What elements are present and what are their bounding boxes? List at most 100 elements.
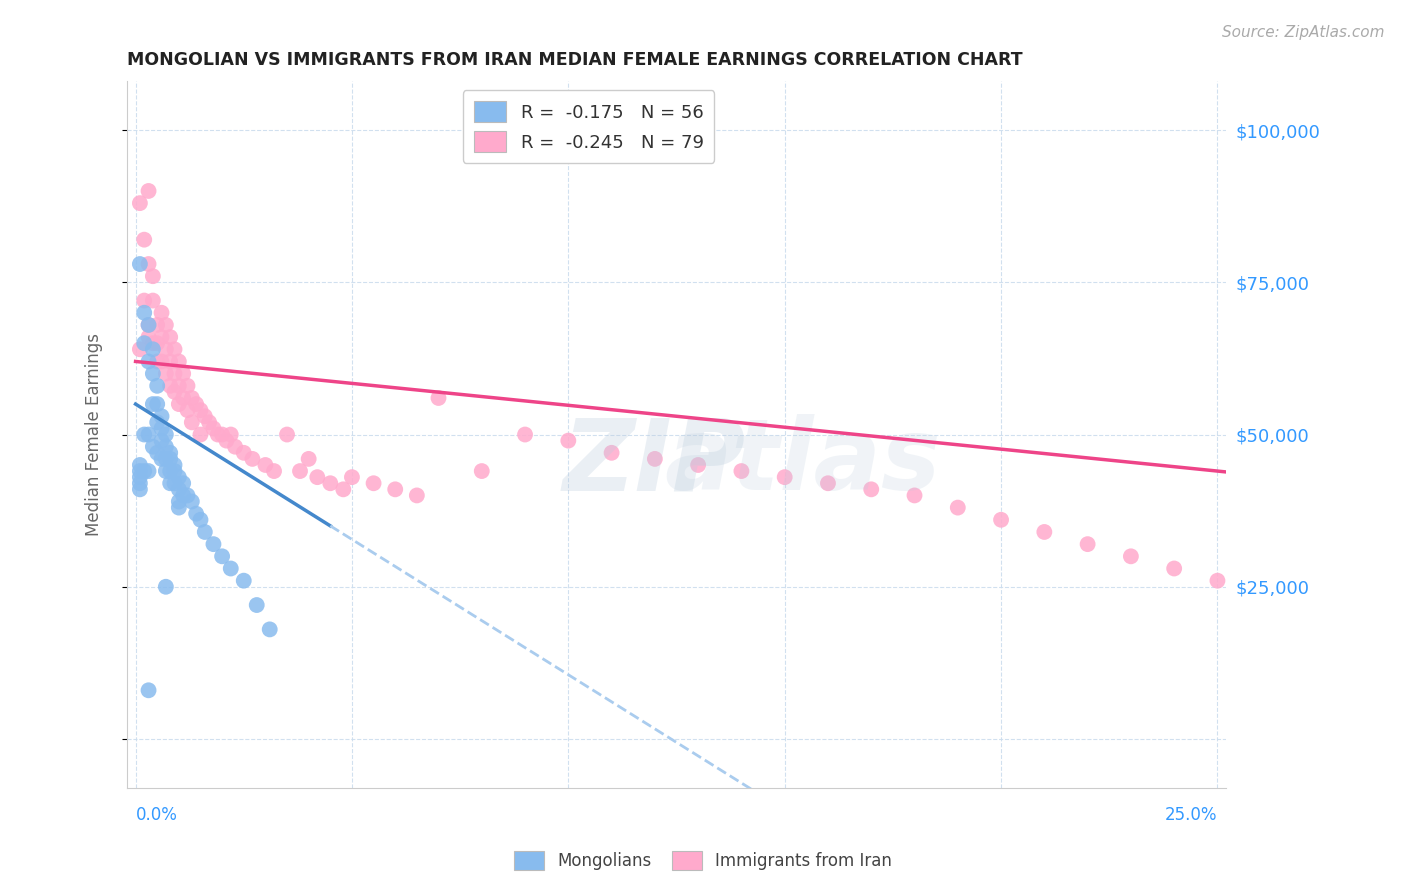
Point bbox=[211, 549, 233, 564]
Point bbox=[142, 343, 165, 357]
Point bbox=[190, 427, 212, 442]
Point bbox=[202, 421, 225, 435]
Point bbox=[138, 464, 160, 478]
Point bbox=[128, 470, 150, 484]
Point bbox=[128, 343, 150, 357]
Point bbox=[730, 464, 752, 478]
Point bbox=[224, 440, 246, 454]
Point bbox=[155, 318, 177, 332]
Point bbox=[163, 464, 186, 478]
Point bbox=[128, 196, 150, 211]
Point bbox=[163, 384, 186, 399]
Point bbox=[903, 488, 925, 502]
Point bbox=[405, 488, 427, 502]
Point bbox=[163, 476, 186, 491]
Point bbox=[138, 318, 160, 332]
Point bbox=[202, 537, 225, 551]
Point bbox=[263, 464, 285, 478]
Point bbox=[155, 427, 177, 442]
Point bbox=[134, 293, 156, 308]
Point bbox=[138, 184, 160, 198]
Point bbox=[134, 336, 156, 351]
Point bbox=[163, 458, 186, 472]
Point bbox=[644, 451, 666, 466]
Point bbox=[172, 367, 194, 381]
Point bbox=[128, 458, 150, 472]
Point bbox=[138, 354, 160, 368]
Point bbox=[134, 233, 156, 247]
Point bbox=[259, 623, 281, 637]
Point bbox=[600, 446, 623, 460]
Point bbox=[146, 397, 169, 411]
Point bbox=[340, 470, 363, 484]
Point bbox=[150, 330, 173, 344]
Point bbox=[167, 470, 190, 484]
Point bbox=[138, 427, 160, 442]
Point bbox=[159, 446, 181, 460]
Point bbox=[150, 434, 173, 448]
Point bbox=[167, 354, 190, 368]
Point bbox=[307, 470, 329, 484]
Point bbox=[276, 427, 298, 442]
Point bbox=[159, 354, 181, 368]
Point bbox=[138, 683, 160, 698]
Text: 25.0%: 25.0% bbox=[1166, 806, 1218, 824]
Text: ZIP: ZIP bbox=[562, 414, 747, 511]
Point bbox=[180, 494, 202, 508]
Point bbox=[142, 269, 165, 284]
Point bbox=[146, 446, 169, 460]
Point bbox=[142, 367, 165, 381]
Point bbox=[1119, 549, 1142, 564]
Point bbox=[860, 483, 883, 497]
Point bbox=[219, 427, 242, 442]
Point bbox=[155, 440, 177, 454]
Point bbox=[167, 500, 190, 515]
Point bbox=[138, 330, 160, 344]
Point bbox=[242, 451, 264, 466]
Point bbox=[159, 451, 181, 466]
Point bbox=[186, 507, 208, 521]
Point bbox=[190, 403, 212, 417]
Point bbox=[946, 500, 969, 515]
Text: Source: ZipAtlas.com: Source: ZipAtlas.com bbox=[1222, 25, 1385, 40]
Point bbox=[150, 354, 173, 368]
Point bbox=[773, 470, 796, 484]
Point bbox=[142, 336, 165, 351]
Point bbox=[150, 421, 173, 435]
Point bbox=[150, 409, 173, 424]
Point bbox=[159, 464, 181, 478]
Point bbox=[134, 464, 156, 478]
Point bbox=[167, 483, 190, 497]
Point bbox=[332, 483, 354, 497]
Point bbox=[817, 476, 839, 491]
Point bbox=[194, 409, 217, 424]
Legend: R =  -0.175   N = 56, R =  -0.245   N = 79: R = -0.175 N = 56, R = -0.245 N = 79 bbox=[463, 90, 714, 162]
Point bbox=[198, 415, 221, 429]
Point bbox=[167, 397, 190, 411]
Point bbox=[180, 415, 202, 429]
Point bbox=[155, 367, 177, 381]
Point bbox=[167, 379, 190, 393]
Point bbox=[172, 488, 194, 502]
Point bbox=[146, 415, 169, 429]
Point bbox=[138, 257, 160, 271]
Point bbox=[155, 580, 177, 594]
Point bbox=[1077, 537, 1099, 551]
Point bbox=[155, 451, 177, 466]
Point bbox=[128, 476, 150, 491]
Point bbox=[190, 513, 212, 527]
Point bbox=[155, 343, 177, 357]
Point bbox=[134, 427, 156, 442]
Point bbox=[142, 440, 165, 454]
Point bbox=[194, 524, 217, 539]
Point bbox=[186, 397, 208, 411]
Text: atlas: atlas bbox=[665, 414, 941, 511]
Point bbox=[557, 434, 579, 448]
Point bbox=[128, 483, 150, 497]
Point bbox=[215, 434, 238, 448]
Point bbox=[176, 403, 198, 417]
Point bbox=[159, 379, 181, 393]
Point bbox=[128, 257, 150, 271]
Point bbox=[427, 391, 450, 405]
Point bbox=[146, 318, 169, 332]
